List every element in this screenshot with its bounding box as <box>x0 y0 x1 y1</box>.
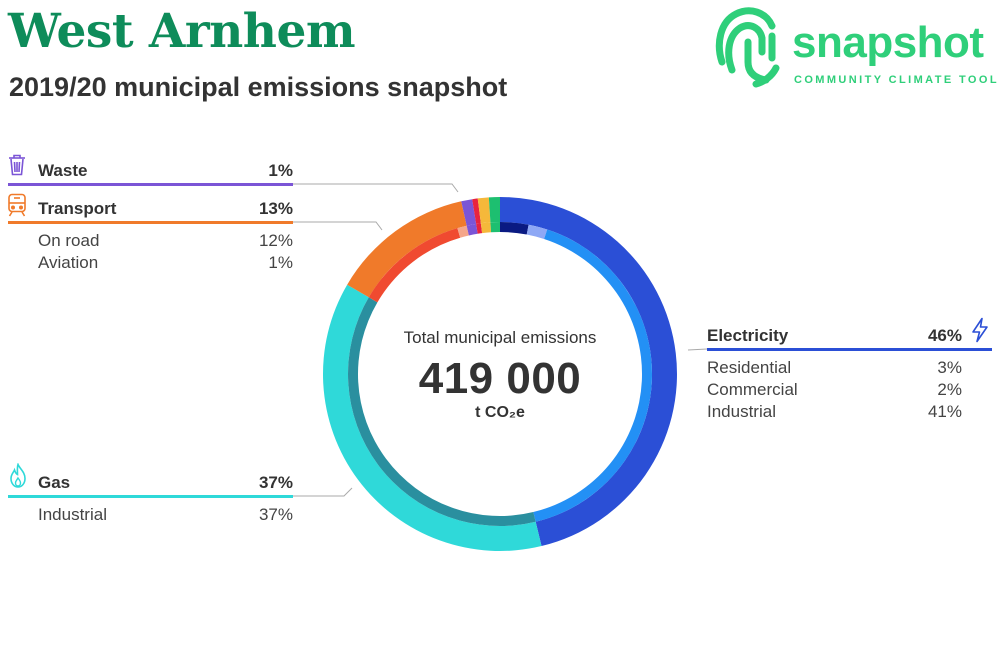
waste-segment <box>461 199 477 226</box>
train-icon <box>8 193 26 217</box>
legend-waste: Waste <box>38 161 87 181</box>
minor-inner-segment-2 <box>480 222 492 234</box>
waste-leader-line <box>293 183 459 193</box>
gas-leader-line <box>293 487 353 497</box>
flame-icon <box>10 463 26 488</box>
brand-logo: snapshot COMMUNITY CLIMATE TOOL <box>714 0 1000 92</box>
electricity-industrial-segment <box>533 229 653 522</box>
lightning-icon <box>972 317 988 343</box>
page-subtitle: 2019/20 municipal emissions snapshot <box>9 72 508 102</box>
transport-percent: 13% <box>258 199 293 218</box>
gas-segment <box>322 284 542 551</box>
waste-label: Waste <box>38 161 88 180</box>
waste-inner-segment <box>466 223 478 236</box>
waste-percent: 1% <box>268 161 293 180</box>
electricity-commercial-percent: 2% <box>937 380 962 399</box>
electricity-commercial-segment <box>526 224 548 240</box>
emissions-unit: t CO₂e <box>475 404 525 421</box>
transport-aviation-segment <box>457 225 469 238</box>
electricity-leader-line <box>687 348 708 351</box>
transport-aviation-label: Aviation <box>38 253 99 272</box>
electricity-industrial-label: Industrial <box>707 402 776 421</box>
center-caption: Total municipal emissions <box>403 328 597 347</box>
transport-on-road-percent: 12% <box>258 231 293 250</box>
transport-rule <box>8 221 293 224</box>
transport-on-road-segment <box>368 228 461 303</box>
electricity-rule <box>707 348 992 351</box>
gas-rule <box>8 495 293 498</box>
page-title: West Arnhem <box>8 4 356 59</box>
electricity-commercial-label: Commercial <box>707 380 798 399</box>
brand-name: snapshot <box>792 18 984 67</box>
gas-percent: 37% <box>258 473 293 492</box>
brand-tagline: COMMUNITY CLIMATE TOOL <box>794 74 999 86</box>
electricity-percent: 46% <box>927 326 962 345</box>
electricity-industrial-percent: 41% <box>927 402 962 421</box>
minor-segment-3 <box>488 197 500 223</box>
total-emissions-value: 419 000 <box>418 354 582 403</box>
legend-transport: Transport <box>38 199 116 219</box>
transport-label: Transport <box>38 199 117 218</box>
waste-rule <box>8 183 293 186</box>
transport-aviation-percent: 1% <box>268 253 293 272</box>
electricity-residential-percent: 3% <box>937 358 962 377</box>
transport-leader-line <box>293 221 383 231</box>
minor-segment-2 <box>477 197 491 224</box>
gas-industrial-label: Industrial <box>38 505 107 524</box>
electricity-label: Electricity <box>707 326 789 345</box>
legend-gas: Gas <box>38 473 70 493</box>
gas-label: Gas <box>38 473 71 492</box>
minor-segment-1 <box>472 198 481 224</box>
gas-industrial-percent: 37% <box>258 505 293 524</box>
electricity-residential-segment <box>500 222 529 235</box>
minor-inner-segment-1 <box>476 223 483 234</box>
transport-on-road-label: On road <box>38 231 100 250</box>
gas-industrial-segment <box>348 297 536 527</box>
minor-inner-segment-3 <box>490 222 500 233</box>
waste-bin-icon <box>9 154 25 176</box>
transport-segment <box>347 201 467 298</box>
legend-electricity: Electricity <box>707 326 788 346</box>
electricity-residential-label: Residential <box>707 358 792 377</box>
electricity-segment <box>500 197 677 547</box>
fingerprint-logo-icon <box>715 7 780 88</box>
